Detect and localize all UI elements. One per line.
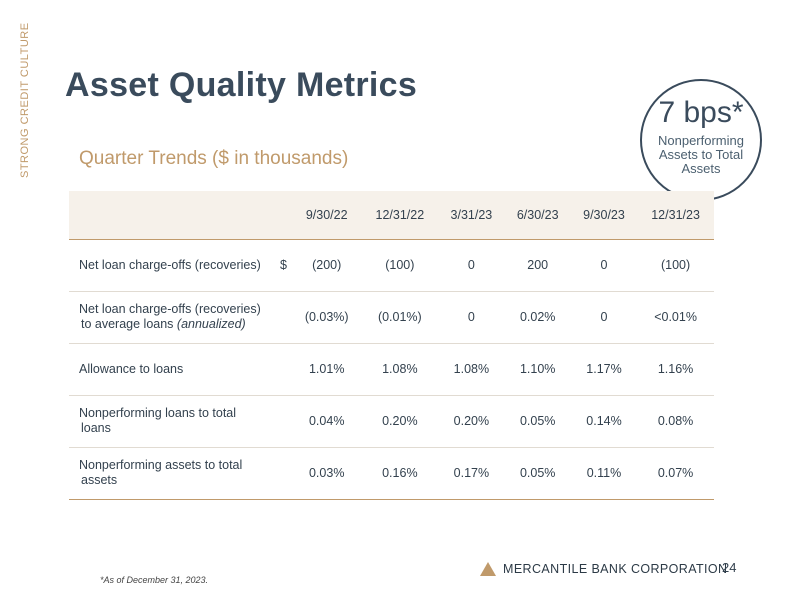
table-row: Nonperforming loans to total loans 0.04%… bbox=[69, 395, 714, 447]
column-header-6-30-23: 6/30/23 bbox=[504, 191, 571, 240]
company-logo: MERCANTILE BANK CORPORATION bbox=[480, 562, 727, 576]
column-header-label bbox=[69, 191, 292, 240]
table-cell: 0.03% bbox=[308, 466, 345, 480]
table-cell: 0.07% bbox=[657, 466, 694, 480]
row-label-line2: assets bbox=[81, 473, 118, 487]
row-label: Net loan charge-offs (recoveries) bbox=[79, 257, 261, 272]
table-cell: 1.08% bbox=[382, 362, 418, 376]
table-cell: 0 bbox=[600, 258, 608, 272]
company-name: MERCANTILE BANK CORPORATION bbox=[503, 562, 728, 576]
table-row: Allowance to loans 1.01% 1.08% 1.08% 1.1… bbox=[69, 343, 714, 395]
table-cell: 0.05% bbox=[519, 414, 556, 428]
table-cell: 0.11% bbox=[586, 466, 622, 480]
side-section-label: STRONG CREDIT CULTURE bbox=[19, 22, 31, 178]
asset-quality-table: 9/30/22 12/31/22 3/31/23 6/30/23 9/30/23… bbox=[69, 191, 714, 500]
table-cell: (0.01%) bbox=[377, 310, 422, 324]
footnote: *As of December 31, 2023. bbox=[100, 575, 209, 585]
table-cell: 1.17% bbox=[586, 362, 622, 376]
table-cell: 200 bbox=[527, 258, 549, 272]
table-row: $ Net loan charge-offs (recoveries) (200… bbox=[69, 239, 714, 291]
table-cell: 1.10% bbox=[519, 362, 556, 376]
page-number: 24 bbox=[722, 560, 737, 575]
row-label-line2: loans bbox=[81, 421, 111, 435]
table-cell: <0.01% bbox=[654, 310, 697, 324]
table-cell: 0.16% bbox=[382, 466, 418, 480]
row-label: Nonperforming loans to total bbox=[79, 406, 237, 420]
table-cell: 0.14% bbox=[586, 414, 622, 428]
row-label-cell: Allowance to loans bbox=[69, 343, 292, 395]
table-cell: (0.03%) bbox=[304, 310, 349, 324]
callout-caption: Nonperforming Assets to Total Assets bbox=[658, 133, 744, 176]
column-header-9-30-22: 9/30/22 bbox=[292, 191, 362, 240]
row-label-cell: Nonperforming assets to total assets bbox=[69, 447, 292, 499]
column-header-9-30-23: 9/30/23 bbox=[570, 191, 638, 240]
table-cell: 0 bbox=[600, 310, 608, 324]
table-cell: 1.01% bbox=[308, 362, 345, 376]
table-cell: (100) bbox=[385, 258, 415, 272]
row-label-cell: $ Net loan charge-offs (recoveries) bbox=[69, 239, 292, 291]
row-label: Allowance to loans bbox=[79, 361, 184, 376]
table-cell: 0.02% bbox=[519, 310, 556, 324]
triangle-logo-icon bbox=[480, 562, 496, 576]
column-header-12-31-23: 12/31/23 bbox=[637, 191, 714, 240]
row-label-cell: Net loan charge-offs (recoveries) to ave… bbox=[69, 291, 292, 343]
table-subtitle: Quarter Trends ($ in thousands) bbox=[79, 148, 349, 169]
table-cell: 0.20% bbox=[382, 414, 418, 428]
column-header-3-31-23: 3/31/23 bbox=[438, 191, 505, 240]
page-title: Asset Quality Metrics bbox=[65, 66, 418, 104]
table-row: Nonperforming assets to total assets 0.0… bbox=[69, 447, 714, 499]
table-cell: 0.08% bbox=[657, 414, 694, 428]
row-label: Net loan charge-offs (recoveries) bbox=[79, 302, 261, 316]
table-cell: 1.16% bbox=[657, 362, 694, 376]
callout-value: 7 bps* bbox=[658, 96, 744, 129]
table-row: Net loan charge-offs (recoveries) to ave… bbox=[69, 291, 714, 343]
table-cell: (100) bbox=[660, 258, 691, 272]
table-cell: 0.05% bbox=[519, 466, 556, 480]
row-unit: $ bbox=[280, 257, 287, 272]
table-header-row: 9/30/22 12/31/22 3/31/23 6/30/23 9/30/23… bbox=[69, 191, 714, 240]
table-cell: 0 bbox=[467, 258, 475, 272]
row-label-line2: to average loans (annualized) bbox=[81, 317, 246, 331]
table-cell: 0.17% bbox=[453, 466, 490, 480]
callout-circle: 7 bps* Nonperforming Assets to Total Ass… bbox=[640, 79, 762, 201]
row-label: Nonperforming assets to total bbox=[79, 458, 243, 472]
table-cell: 1.08% bbox=[453, 362, 490, 376]
table-cell: (200) bbox=[312, 258, 342, 272]
table-cell: 0 bbox=[467, 310, 475, 324]
table-cell: 0.20% bbox=[453, 414, 490, 428]
row-label-cell: Nonperforming loans to total loans bbox=[69, 395, 292, 447]
table-cell: 0.04% bbox=[308, 414, 345, 428]
column-header-12-31-22: 12/31/22 bbox=[361, 191, 439, 240]
